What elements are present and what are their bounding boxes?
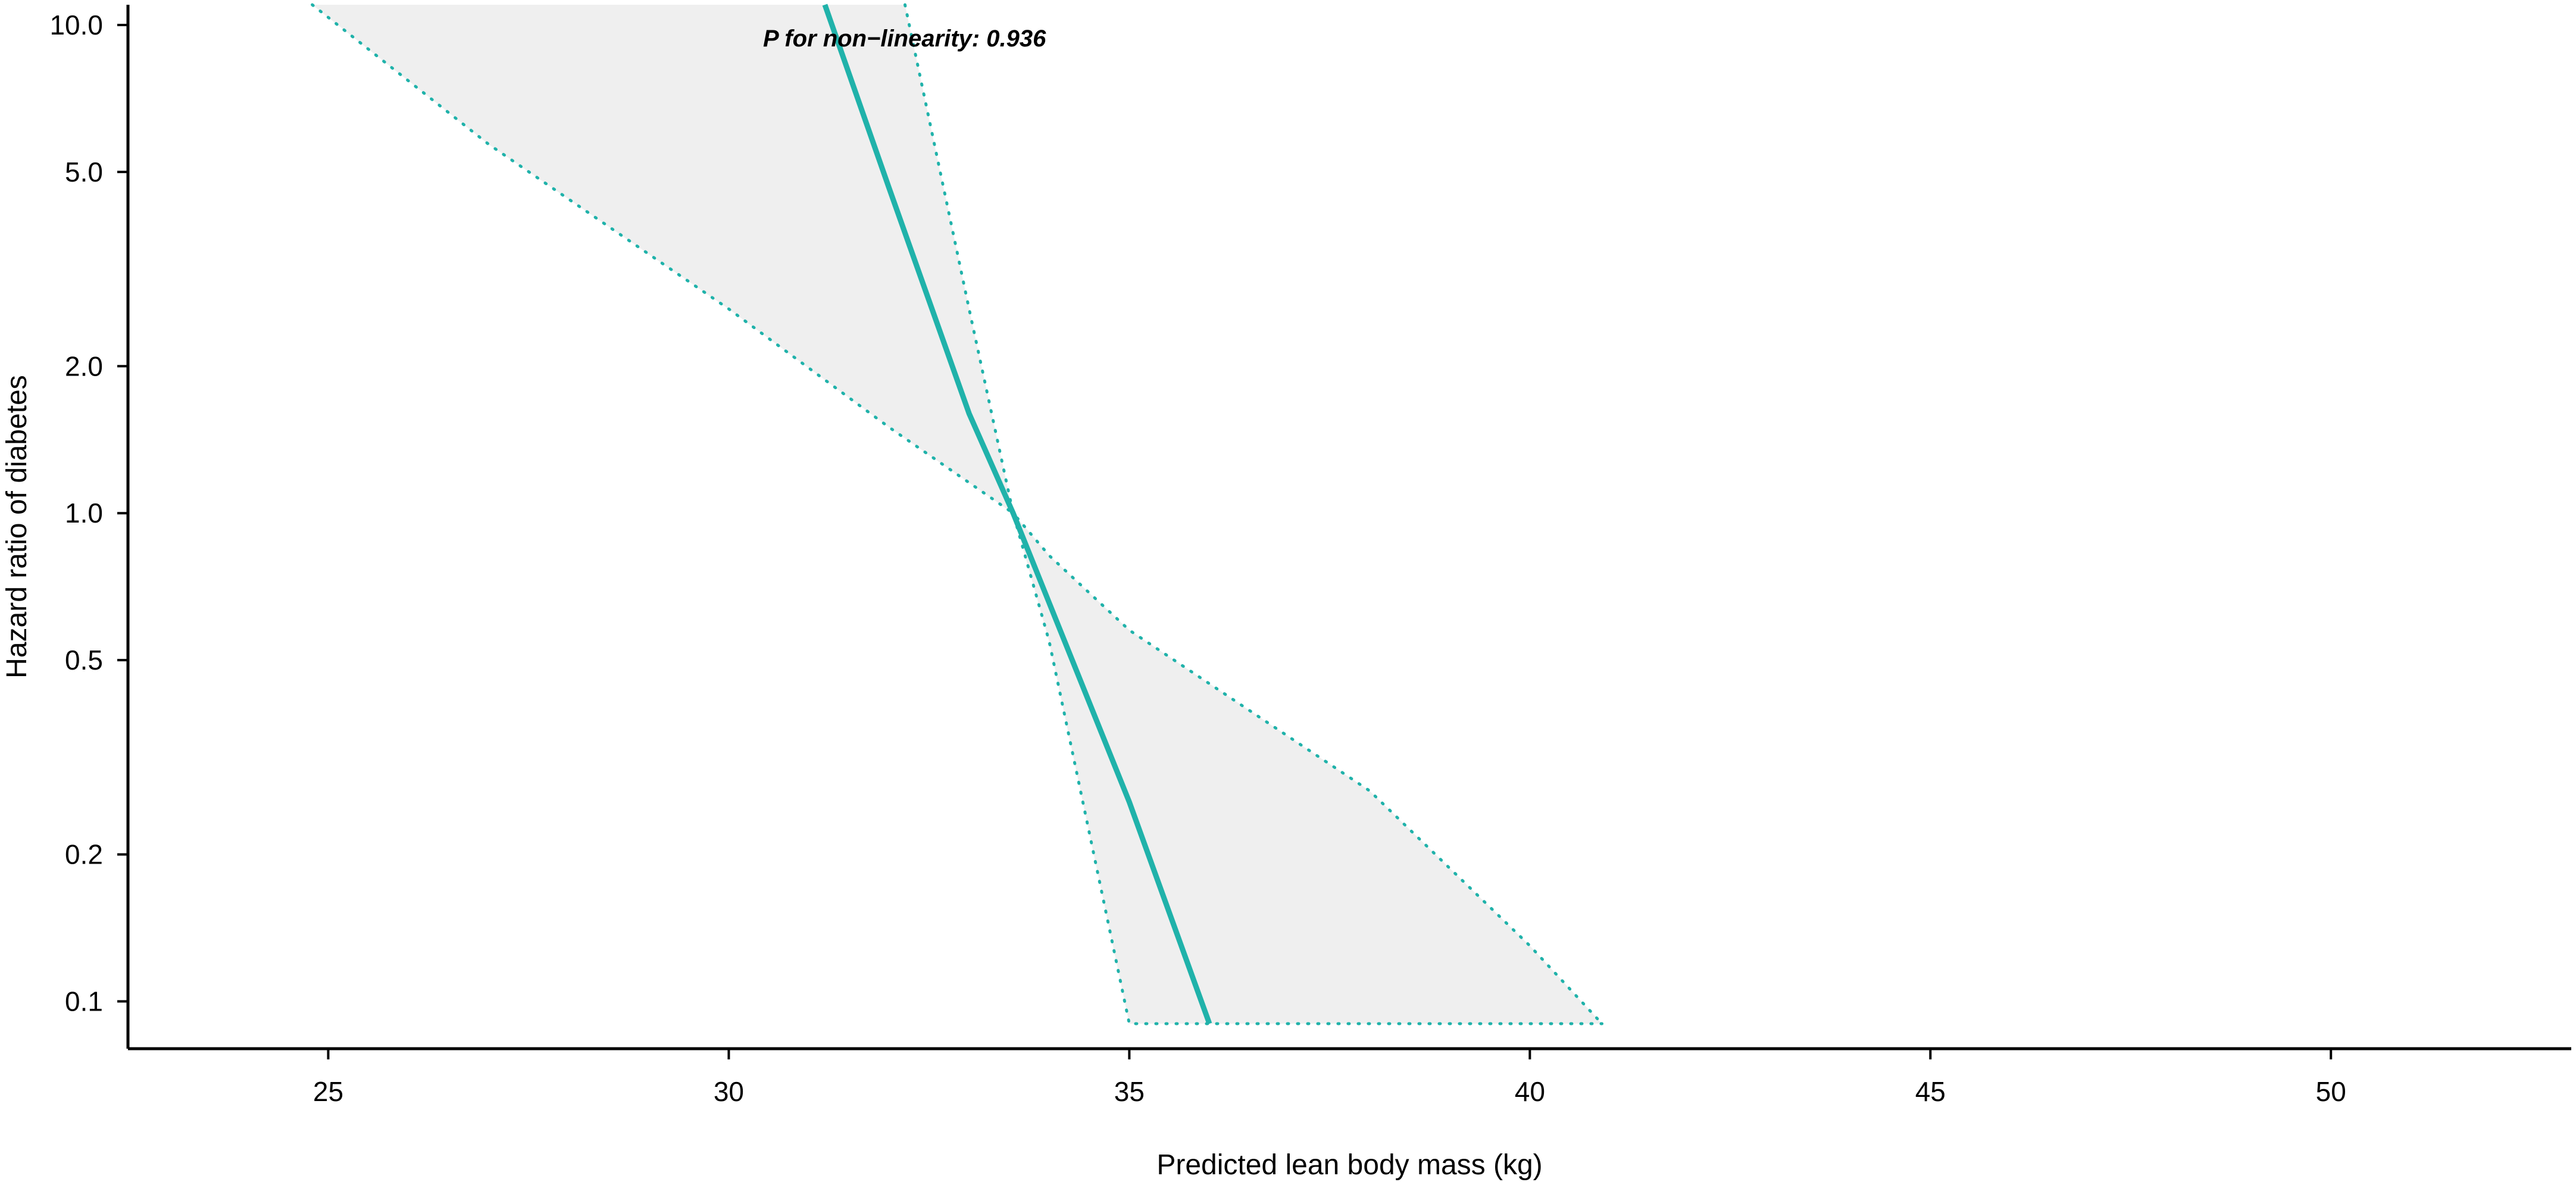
x-tick-label: 25 bbox=[313, 1076, 343, 1107]
y-tick-label: 5.0 bbox=[65, 157, 103, 187]
y-tick-label: 10.0 bbox=[49, 10, 103, 40]
ci-upper-line bbox=[904, 3, 1603, 1025]
hazard-ratio-line bbox=[822, 4, 1212, 1025]
annotation-p-nonlinearity: P for non−linearity: 0.936 bbox=[763, 26, 1046, 52]
x-tick-label: 45 bbox=[1915, 1076, 1946, 1107]
confidence-band-layer bbox=[312, 5, 1602, 1024]
y-tick-label: 2.0 bbox=[65, 351, 103, 382]
x-tick-label: 35 bbox=[1114, 1076, 1145, 1107]
axes-layer: 25 30 35 40 45 50 0.1 0.2 0.5 1.0 2.0 5.0 10.0 bbox=[49, 5, 2571, 1107]
labels-layer: Predicted lean body mass (kg) Hazard rat… bbox=[1, 26, 1543, 1181]
x-axis-title: Predicted lean body mass (kg) bbox=[1156, 1149, 1542, 1181]
x-tick-label: 30 bbox=[714, 1076, 744, 1107]
x-tick-label: 50 bbox=[2316, 1076, 2346, 1107]
series-lines-layer bbox=[311, 3, 1603, 1025]
y-tick-label: 0.5 bbox=[65, 645, 103, 676]
y-tick-label: 1.0 bbox=[65, 498, 103, 529]
y-tick-label: 0.1 bbox=[65, 986, 103, 1017]
y-axis-title: Hazard ratio of diabetes bbox=[1, 375, 33, 678]
y-tick-label: 0.2 bbox=[65, 839, 103, 870]
confidence-band bbox=[312, 5, 1602, 1024]
x-tick-label: 40 bbox=[1515, 1076, 1545, 1107]
